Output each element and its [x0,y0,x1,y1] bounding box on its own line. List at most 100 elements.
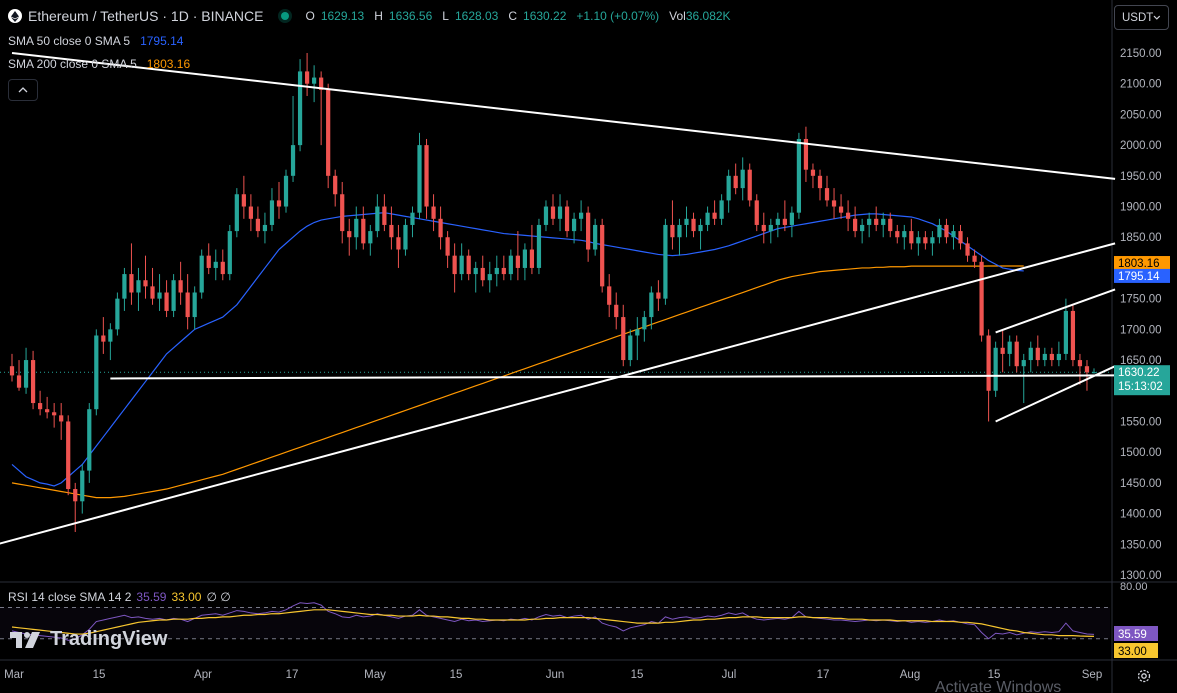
candle-body [543,206,549,225]
candle-body [986,335,991,391]
countdown-tag: 15:13:02 [1118,381,1163,393]
market-open-indicator [281,12,290,20]
currency-label: USDT [1122,11,1154,24]
settings-gear-icon[interactable] [1136,668,1152,684]
candle-body [1084,366,1090,373]
candle-body [1077,360,1083,367]
x-tick-label: 15 [93,669,106,681]
candle-body [45,409,50,413]
candle-body [192,292,197,318]
rsi-sma-line [11,609,1095,637]
trendline-horizontal-support[interactable] [110,374,1116,380]
volume-label: Vol [669,9,686,23]
candle-body [290,145,296,176]
y-tick-label: 1650.00 [1120,355,1162,367]
sma200-line [11,265,1024,499]
symbol-title[interactable]: Ethereum / TetherUS · 1D · BINANCE [28,8,264,24]
candle-body [578,212,584,219]
candle-body [276,200,282,207]
candle-body [143,280,148,287]
last-price-tag: 1630.22 [1118,367,1160,379]
rsi-line [11,602,1095,641]
candle-body [87,409,92,471]
candle-body [782,218,787,225]
candle-body [564,206,570,232]
sma200-price-tag: 1803.16 [1118,258,1160,270]
y-tick-label: 1350.00 [1120,539,1162,551]
candle-body [319,77,324,90]
trendline-descending-resistance[interactable] [11,52,1116,180]
candle-body [94,335,99,410]
candle-body [902,231,907,238]
rsi-name: RSI 14 close SMA 14 2 [8,590,132,604]
candle-body [726,175,731,201]
candle-body [635,329,640,336]
trendline-channel-upper[interactable] [995,288,1116,334]
candle-body [796,138,802,213]
candle-body [361,218,366,244]
close-label: C [508,9,518,23]
candle-body [333,175,338,195]
rsi-legend[interactable]: RSI 14 close SMA 14 2 35.59 33.00 ∅ ∅ [8,590,231,604]
candle-body [171,280,176,311]
candle-body [30,360,36,404]
y-tick-label: 1950.00 [1120,171,1162,183]
candle-body [354,218,359,238]
chevron-down-icon [1153,15,1161,20]
y-tick-label: 1850.00 [1120,232,1162,244]
candle-body [571,218,577,232]
x-tick-label: Sep [1082,669,1102,681]
collapse-legend-button[interactable] [8,79,38,101]
candle-body [740,169,745,189]
candle-body [860,224,865,232]
candle-body [262,224,268,232]
candle-body [389,224,394,238]
candle-body [1028,347,1033,361]
candle-body [656,292,661,299]
rsi-value-tag-bg [1114,626,1158,641]
currency-select[interactable]: USDT [1114,5,1169,30]
tradingview-logo[interactable]: TradingView [10,628,167,651]
high-label: H [374,9,383,23]
candle-body [115,298,120,330]
trendline-channel-lower[interactable] [995,365,1116,423]
candle-body [269,200,275,225]
sma50-legend[interactable]: SMA 50 close 0 SMA 5 1795.14 [8,34,183,48]
candle-body [958,231,963,244]
candle-body [895,231,900,238]
candle-body [136,280,141,293]
trendline-ascending-support[interactable] [0,242,1116,578]
candle-body [663,224,668,299]
candle-body [965,243,970,256]
rsi-value: 35.59 [136,590,167,604]
candle-body [515,255,520,268]
candle-body [1056,353,1061,361]
candle-body [410,212,415,225]
candle-body [220,261,225,275]
candle-body [150,286,155,299]
candle-body [101,335,106,342]
sma50-price-tag-bg [1114,268,1170,283]
sma200-legend[interactable]: SMA 200 close 0 SMA 5 1803.16 [8,57,190,71]
last-price-tag-bg [1114,365,1170,396]
rsi-sma-value: 33.00 [171,590,202,604]
candle-body [712,212,717,219]
candle-body [213,261,218,268]
x-tick-label: Jul [722,669,737,681]
candle-body [255,218,261,232]
candle-body [831,200,837,207]
candle-body [382,206,387,225]
candle-body [122,274,127,299]
x-tick-label: Mar [4,669,24,681]
change-value: +1.10 (+0.07%) [576,9,660,23]
candle-body [23,360,29,388]
candle-body [888,218,893,232]
candle-body [1035,347,1040,361]
low-value: 1628.03 [454,9,499,23]
candle-body [1014,341,1019,367]
candle-body [227,231,232,275]
candle-body [972,255,977,262]
candle-body [501,267,506,275]
rsi-value-tag: 35.59 [1118,629,1147,641]
